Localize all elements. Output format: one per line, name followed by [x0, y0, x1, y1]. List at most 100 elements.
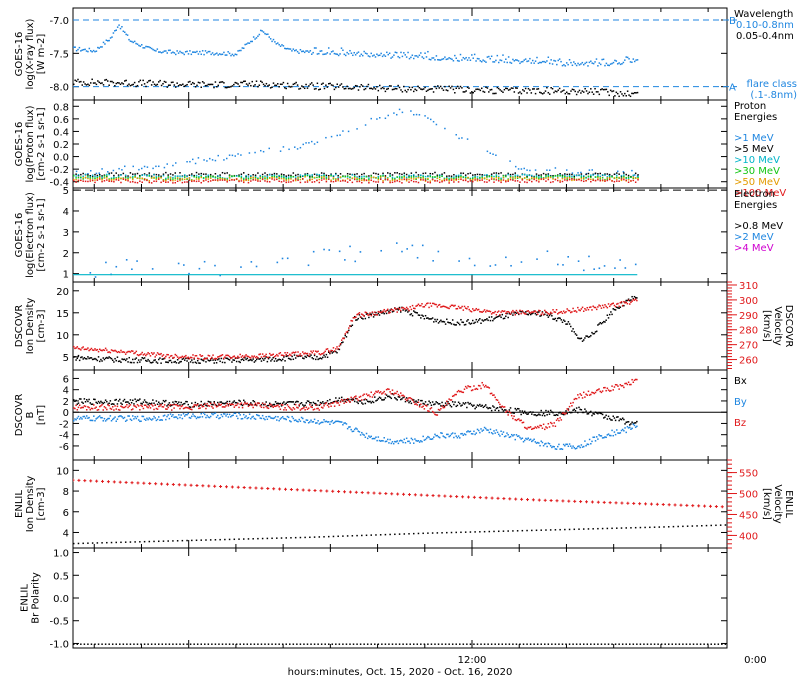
- data-point: [557, 264, 559, 266]
- data-point: [607, 64, 609, 66]
- data-point: [415, 181, 417, 183]
- data-point: [149, 80, 151, 82]
- data-point: [422, 406, 424, 408]
- data-point: [335, 87, 337, 89]
- data-point: [345, 399, 347, 401]
- data-point: [463, 173, 465, 175]
- data-point: [125, 360, 127, 362]
- data-point: [193, 176, 195, 178]
- data-point: [323, 352, 325, 354]
- data-point: [389, 439, 391, 441]
- data-point: [108, 179, 110, 181]
- data-point: [389, 180, 391, 182]
- data-point: [472, 320, 474, 322]
- data-point: [243, 81, 245, 83]
- data-point: [216, 86, 218, 88]
- data-point: [472, 433, 474, 435]
- data-point: [94, 179, 96, 181]
- data-point: [77, 79, 79, 81]
- data-point: [437, 319, 439, 321]
- data-point: [439, 403, 441, 405]
- data-point: [88, 399, 90, 401]
- data-point: [250, 175, 252, 177]
- data-point: [486, 181, 488, 183]
- legend-entry: >30 MeV: [734, 166, 780, 177]
- data-point: [604, 174, 606, 176]
- data-point: [591, 62, 593, 64]
- data-point: [200, 401, 202, 403]
- legend-entry: >1 MeV: [734, 133, 774, 144]
- data-point: [105, 262, 107, 264]
- data-point: [322, 83, 324, 85]
- data-point: [339, 85, 341, 87]
- data-point: [374, 396, 376, 398]
- data-point: [242, 355, 244, 357]
- data-point: [132, 42, 134, 44]
- data-point: [118, 400, 120, 402]
- data-point: [562, 178, 564, 180]
- data-point: [226, 172, 228, 174]
- data-point: [150, 355, 152, 357]
- data-point: [156, 181, 158, 183]
- data-point: [582, 397, 584, 399]
- data-point: [630, 61, 632, 63]
- data-point: [421, 400, 423, 402]
- data-point: [574, 174, 576, 176]
- data-point: [314, 143, 316, 145]
- data-point: [229, 177, 231, 179]
- data-point: [125, 175, 127, 177]
- data-point: [134, 182, 136, 184]
- data-point: [199, 407, 201, 409]
- data-point: [136, 418, 138, 420]
- data-point: [365, 436, 367, 438]
- data-point: [581, 394, 583, 396]
- data-point: [635, 298, 637, 300]
- data-point: [175, 175, 177, 177]
- data-point: [392, 56, 394, 58]
- data-point: [113, 82, 115, 84]
- data-point: [165, 180, 167, 182]
- data-point: [406, 177, 408, 179]
- data-point: [359, 181, 361, 183]
- data-point: [254, 152, 256, 154]
- data-point: [243, 404, 245, 406]
- data-point: [506, 410, 508, 412]
- y-tick-label: -7.0: [49, 16, 69, 27]
- data-point: [184, 176, 186, 178]
- data-point: [545, 180, 547, 182]
- data-point: [543, 314, 545, 316]
- data-point: [349, 246, 351, 248]
- data-point: [516, 434, 518, 436]
- data-point: [113, 181, 115, 183]
- data-point: [172, 174, 174, 176]
- data-point: [507, 434, 509, 436]
- data-point: [565, 410, 567, 412]
- data-point: [404, 439, 406, 441]
- data-point: [376, 440, 378, 442]
- data-point: [330, 405, 332, 407]
- data-point: [386, 52, 388, 54]
- data-point: [126, 404, 128, 406]
- data-point: [439, 182, 441, 184]
- data-point: [263, 151, 265, 153]
- data-point: [607, 388, 609, 390]
- data-point: [186, 176, 188, 178]
- data-point: [174, 84, 176, 86]
- data-point: [337, 177, 339, 179]
- data-point: [264, 358, 266, 360]
- data-point: [348, 400, 350, 402]
- data-point: [244, 417, 246, 419]
- data-point: [601, 307, 603, 309]
- data-point: [600, 173, 602, 175]
- data-point: [518, 313, 520, 315]
- data-point: [189, 358, 191, 360]
- data-point: [465, 180, 467, 182]
- data-point: [360, 316, 362, 318]
- data-point: [391, 393, 393, 395]
- data-point: [315, 47, 317, 49]
- data-point: [436, 88, 438, 90]
- data-point: [583, 392, 585, 394]
- data-point: [467, 59, 469, 61]
- data-point: [248, 182, 250, 184]
- data-point: [614, 174, 616, 176]
